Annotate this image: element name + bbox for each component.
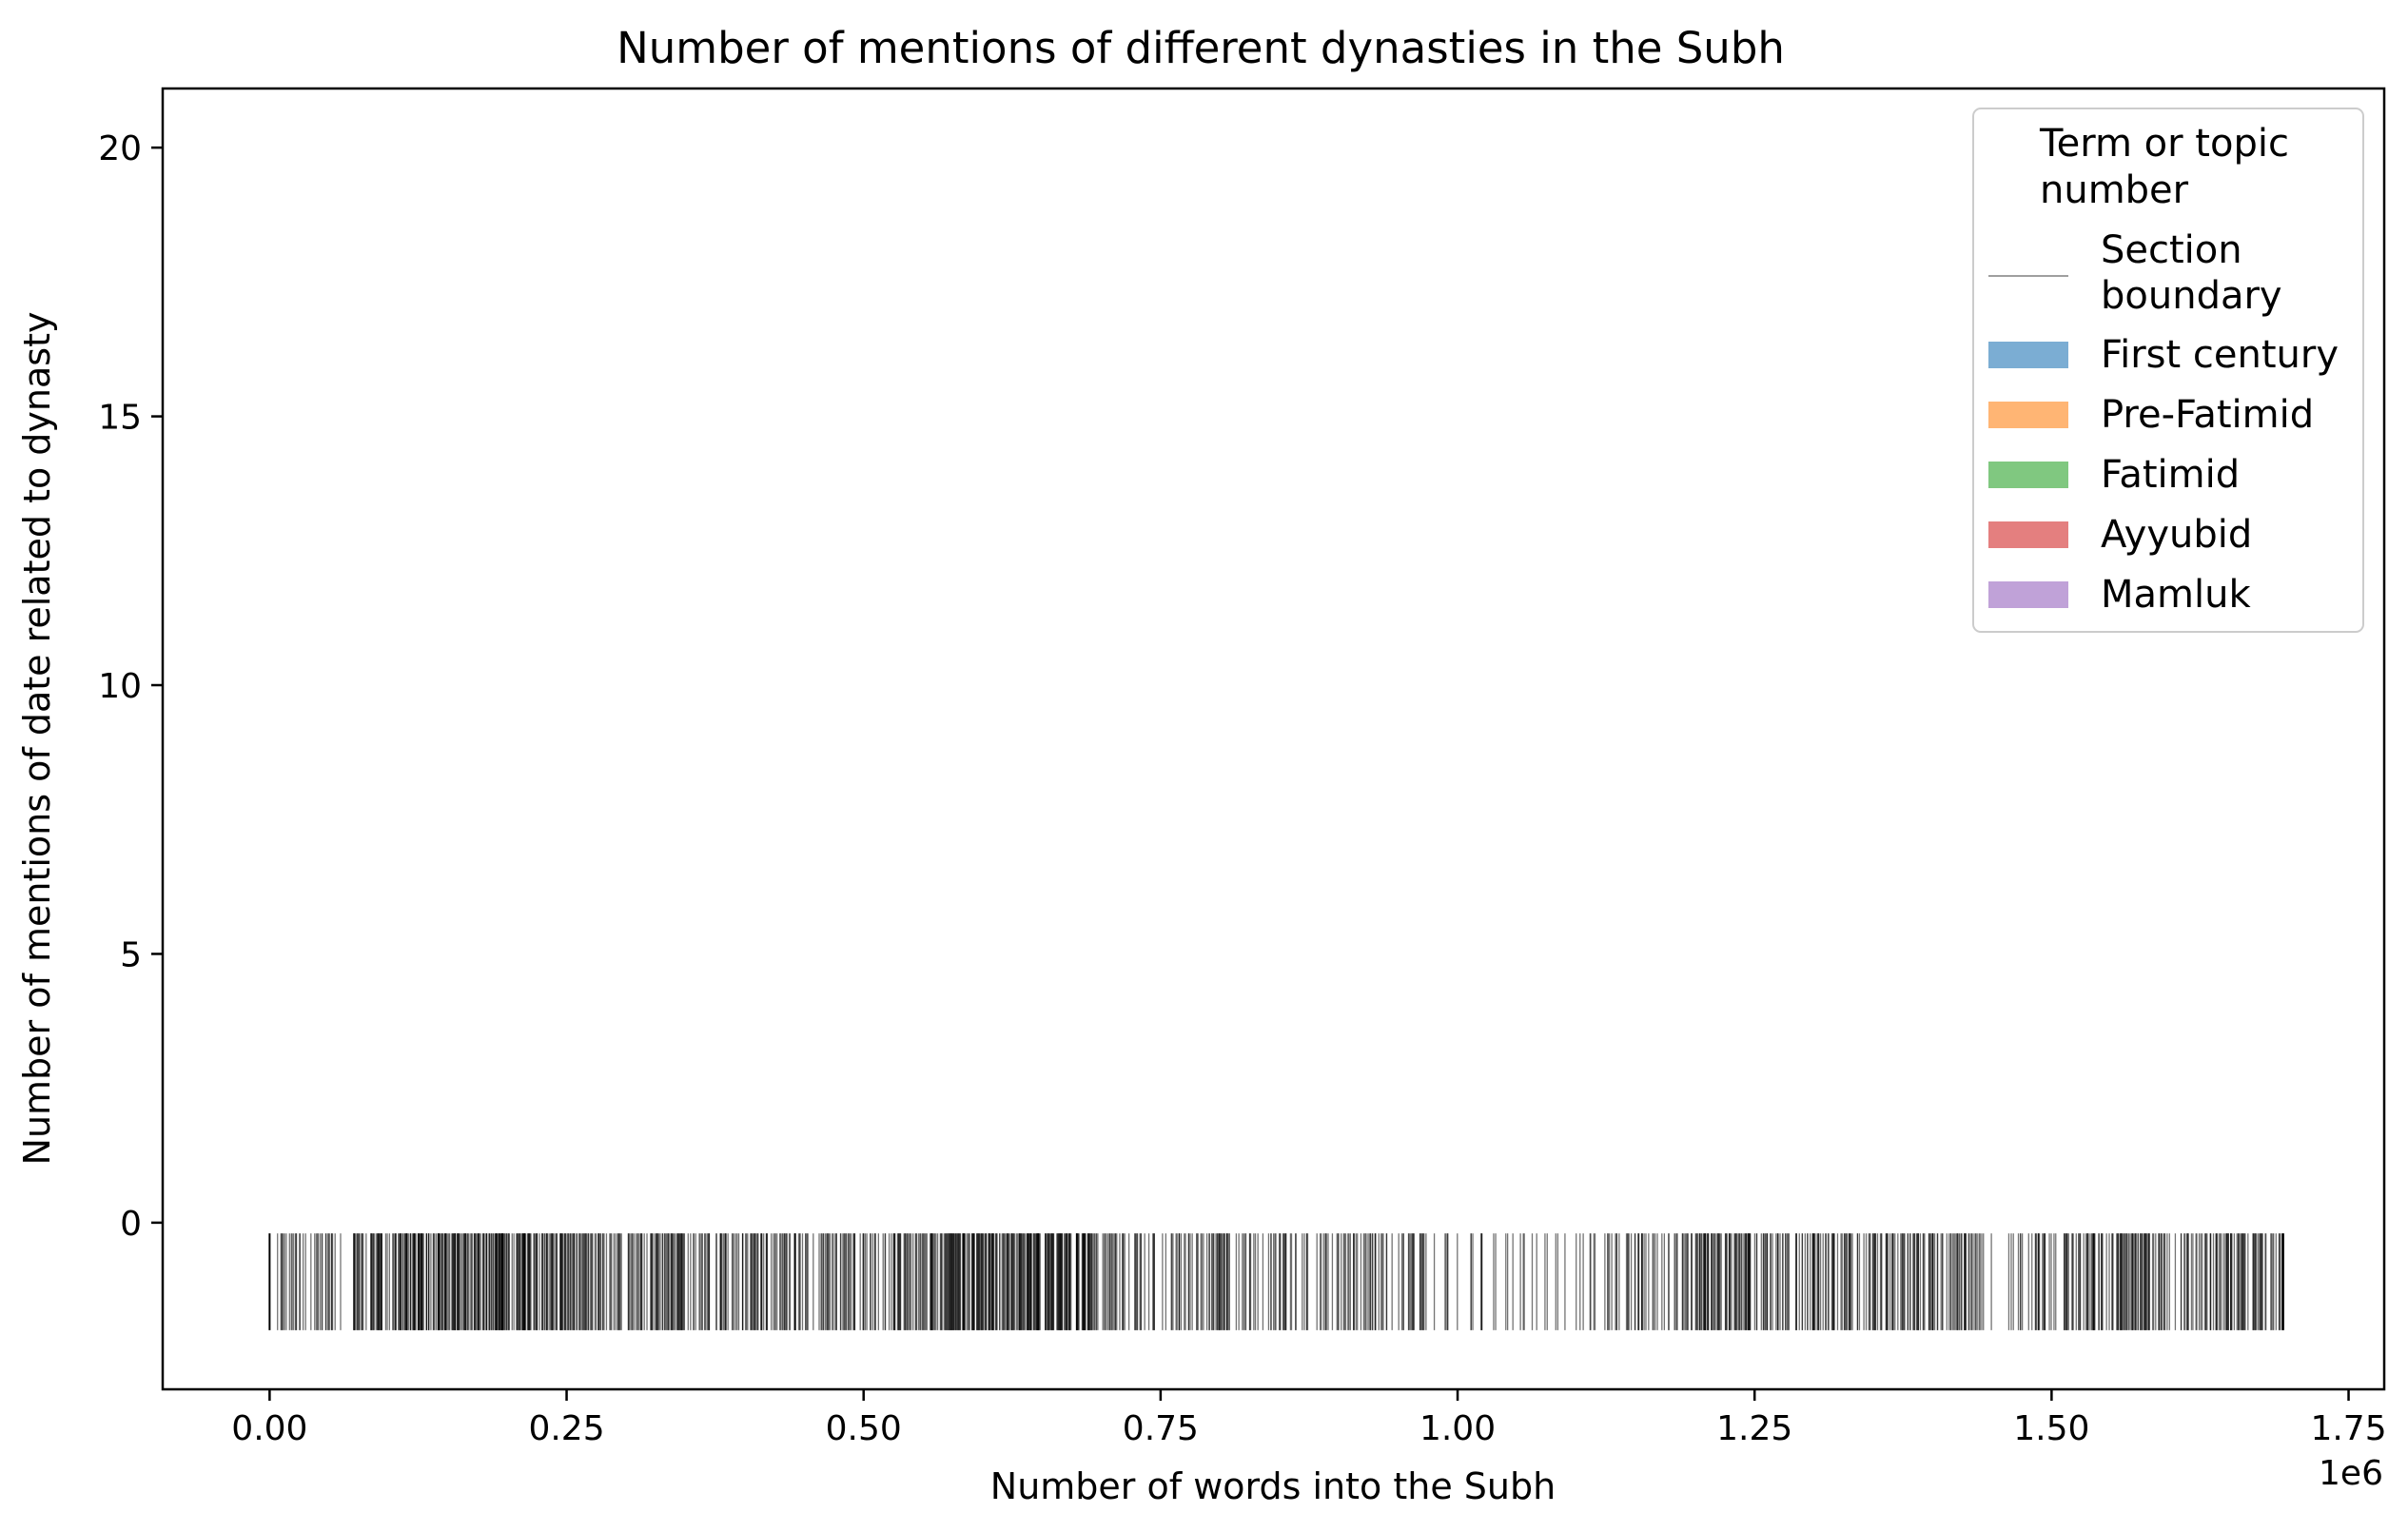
legend-first-century-label: First century bbox=[2101, 333, 2339, 377]
y-axis-label: Number of mentions of date related to dy… bbox=[16, 312, 58, 1166]
legend-ayyubid-swatch bbox=[1988, 521, 2068, 548]
legend-pre-fatimid-swatch bbox=[1988, 402, 2068, 428]
x-tick-label: 1.25 bbox=[1716, 1409, 1792, 1448]
legend-ayyubid-label: Ayyubid bbox=[2101, 513, 2252, 557]
x-tick-label: 0.25 bbox=[528, 1409, 604, 1448]
x-axis-offset-label: 1e6 bbox=[2319, 1454, 2383, 1493]
legend-fatimid-swatch bbox=[1988, 462, 2068, 488]
section-boundary-lines bbox=[268, 1233, 2284, 1330]
chart-title: Number of mentions of different dynastie… bbox=[617, 23, 1785, 73]
axes-frame bbox=[161, 87, 2386, 1391]
legend-section-boundary-line-2: boundary bbox=[2101, 274, 2282, 318]
legend-box bbox=[1972, 108, 2364, 633]
y-tick-label: 5 bbox=[120, 935, 142, 974]
legend-first-century-swatch bbox=[1988, 342, 2068, 368]
legend-mamluk-swatch bbox=[1988, 581, 2068, 608]
legend-pre-fatimid-label: Pre-Fatimid bbox=[2101, 393, 2314, 437]
x-tick-label: 1.50 bbox=[2013, 1409, 2089, 1448]
x-tick-label: 0.75 bbox=[1123, 1409, 1199, 1448]
x-axis-label: Number of words into the Subh bbox=[990, 1465, 1556, 1507]
x-tick-label: 0.00 bbox=[231, 1409, 307, 1448]
legend-title-line-1: Term or topic bbox=[2039, 122, 2289, 166]
x-tick-label: 1.75 bbox=[2310, 1409, 2386, 1448]
legend-section-boundary-line-1: Section bbox=[2101, 228, 2242, 272]
x-axis: 0.00 0.25 0.50 0.75 1.00 1.25 1.50 1.75 bbox=[231, 1389, 2387, 1448]
legend-title-line-2: number bbox=[2040, 168, 2189, 212]
x-tick-label: 1.00 bbox=[1419, 1409, 1496, 1448]
y-axis: 0 5 10 15 20 bbox=[98, 129, 163, 1244]
y-tick-label: 20 bbox=[98, 129, 142, 168]
y-tick-label: 10 bbox=[98, 667, 142, 706]
y-tick-label: 0 bbox=[120, 1205, 142, 1244]
legend: Term or topic number Section boundary Fi… bbox=[1972, 108, 2364, 633]
legend-fatimid-label: Fatimid bbox=[2101, 453, 2240, 497]
y-tick-label: 15 bbox=[98, 399, 142, 438]
legend-mamluk-label: Mamluk bbox=[2101, 573, 2251, 617]
plot-area bbox=[268, 1233, 2284, 1330]
x-tick-label: 0.50 bbox=[826, 1409, 902, 1448]
